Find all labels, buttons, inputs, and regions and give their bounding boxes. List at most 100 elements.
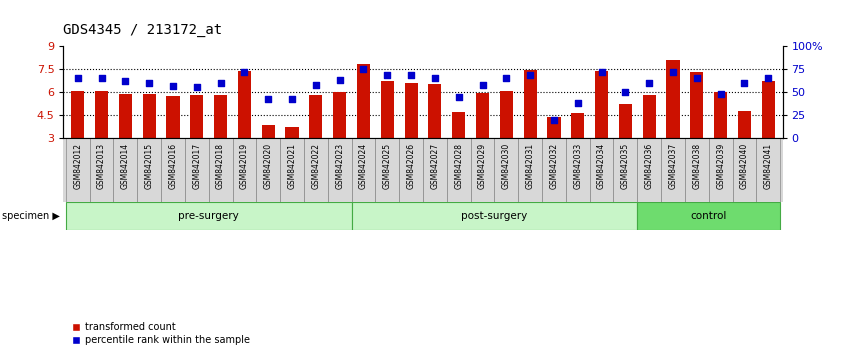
Text: GSM842041: GSM842041	[764, 143, 772, 189]
Text: GSM842022: GSM842022	[311, 143, 321, 189]
Bar	[261, 125, 275, 138]
Bar	[118, 93, 132, 138]
Bar	[304, 138, 327, 202]
Point	[714, 91, 728, 97]
Bar	[709, 138, 733, 202]
Point	[761, 75, 775, 81]
Bar	[333, 92, 346, 138]
Bar	[733, 138, 756, 202]
Bar	[613, 138, 637, 202]
Bar	[667, 60, 679, 138]
Bar	[542, 138, 566, 202]
Point	[524, 73, 537, 78]
Point	[475, 82, 489, 87]
Bar	[376, 138, 399, 202]
Bar	[167, 96, 179, 138]
Bar	[190, 96, 203, 138]
Text: GSM842017: GSM842017	[192, 143, 201, 189]
Text: control: control	[690, 211, 727, 221]
Bar	[761, 81, 775, 138]
Text: GSM842025: GSM842025	[382, 143, 392, 189]
Text: GSM842030: GSM842030	[502, 143, 511, 189]
Point	[357, 66, 371, 72]
Text: GSM842023: GSM842023	[335, 143, 344, 189]
Bar	[137, 138, 161, 202]
Point	[166, 83, 179, 88]
Bar	[71, 91, 85, 138]
Text: GSM842019: GSM842019	[240, 143, 249, 189]
Bar	[637, 202, 780, 230]
Point	[309, 82, 322, 87]
Text: GSM842027: GSM842027	[431, 143, 439, 189]
Bar	[476, 93, 489, 138]
Bar	[618, 103, 632, 138]
Bar	[143, 94, 156, 138]
Point	[214, 80, 228, 86]
Text: GSM842029: GSM842029	[478, 143, 487, 189]
Point	[738, 80, 751, 86]
Bar	[547, 118, 561, 138]
Point	[571, 100, 585, 106]
Point	[595, 69, 608, 75]
Bar	[566, 138, 590, 202]
Point	[332, 77, 346, 83]
Text: GSM842021: GSM842021	[288, 143, 297, 189]
Bar	[738, 111, 751, 138]
Text: GSM842032: GSM842032	[549, 143, 558, 189]
Bar	[352, 138, 376, 202]
Text: GSM842014: GSM842014	[121, 143, 129, 189]
Point	[118, 78, 132, 84]
Text: GSM842031: GSM842031	[525, 143, 535, 189]
Bar	[524, 70, 536, 138]
Point	[690, 75, 704, 81]
Bar	[595, 72, 608, 138]
Bar	[571, 113, 585, 138]
Point	[190, 85, 204, 90]
Bar	[447, 138, 470, 202]
Bar	[685, 138, 709, 202]
Bar	[470, 138, 494, 202]
Bar	[381, 81, 394, 138]
Text: GSM842016: GSM842016	[168, 143, 178, 189]
Point	[261, 97, 275, 102]
Bar	[452, 112, 465, 138]
Bar	[214, 95, 228, 138]
Bar	[714, 92, 728, 138]
Bar	[690, 73, 703, 138]
Text: GSM842028: GSM842028	[454, 143, 464, 189]
Text: GSM842024: GSM842024	[359, 143, 368, 189]
Text: post-surgery: post-surgery	[461, 211, 528, 221]
Bar	[399, 138, 423, 202]
Text: GSM842033: GSM842033	[574, 143, 582, 189]
Point	[381, 73, 394, 78]
Point	[452, 94, 465, 99]
Bar	[643, 96, 656, 138]
Bar	[327, 138, 352, 202]
Text: GSM842040: GSM842040	[740, 143, 749, 189]
Text: GSM842035: GSM842035	[621, 143, 630, 189]
Bar	[637, 138, 661, 202]
Point	[285, 97, 299, 102]
Text: GDS4345 / 213172_at: GDS4345 / 213172_at	[63, 23, 222, 37]
Bar	[428, 84, 442, 138]
Point	[71, 75, 85, 81]
Text: GSM842039: GSM842039	[717, 143, 725, 189]
Point	[404, 73, 418, 78]
Text: GSM842034: GSM842034	[597, 143, 606, 189]
Text: GSM842015: GSM842015	[145, 143, 154, 189]
Text: GSM842026: GSM842026	[407, 143, 415, 189]
Bar	[161, 138, 185, 202]
Bar	[519, 138, 542, 202]
Text: GSM842020: GSM842020	[264, 143, 272, 189]
Point	[238, 69, 251, 75]
Point	[618, 89, 632, 95]
Bar	[66, 202, 352, 230]
Bar	[285, 127, 299, 138]
Point	[547, 117, 561, 122]
Bar	[209, 138, 233, 202]
Bar	[113, 138, 137, 202]
Bar	[280, 138, 304, 202]
Point	[642, 80, 656, 86]
Bar	[500, 91, 513, 138]
Text: GSM842037: GSM842037	[668, 143, 678, 189]
